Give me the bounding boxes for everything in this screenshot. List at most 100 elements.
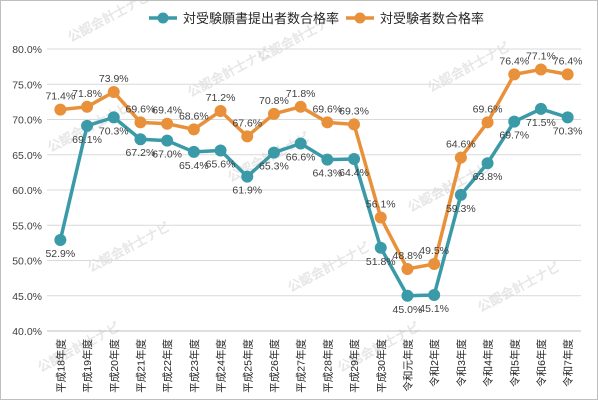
data-point	[481, 116, 494, 129]
data-label: 71.8%	[286, 88, 316, 100]
x-tick-label: 令和5年度	[508, 339, 521, 387]
data-label: 70.3%	[553, 125, 583, 137]
x-tick-label: 令和4年度	[482, 339, 495, 387]
data-label: 71.8%	[72, 88, 102, 100]
x-tick-label: 令和3年度	[455, 339, 468, 387]
data-point	[348, 118, 361, 131]
x-tick-label: 平成30年度	[375, 339, 388, 393]
y-tick-label: 75.0%	[12, 79, 42, 91]
data-labels: 52.9%69.1%70.3%67.2%67.0%65.4%65.6%61.9%…	[45, 50, 582, 315]
data-point	[348, 152, 361, 165]
y-tick-label: 55.0%	[12, 220, 42, 232]
series-layer	[54, 63, 574, 302]
data-point	[428, 258, 441, 271]
x-tick-label: 平成27年度	[295, 339, 308, 393]
data-point	[374, 211, 387, 224]
x-tick-label: 平成29年度	[348, 339, 361, 393]
x-tick-label: 平成18年度	[54, 339, 67, 393]
data-point	[134, 133, 147, 146]
data-label: 69.1%	[72, 134, 102, 146]
data-point	[187, 145, 200, 158]
watermark-text: 公認会計士ナビ	[475, 259, 562, 315]
y-axis: 40.0% 45.0% 50.0% 55.0% 60.0% 65.0% 70.0% 75.0%…	[12, 44, 42, 338]
data-point	[481, 157, 494, 170]
data-label: 45.0%	[393, 304, 423, 316]
data-point	[454, 188, 467, 201]
data-point	[534, 63, 547, 76]
data-label: 49.5%	[419, 245, 449, 257]
watermark-layer: 公認会計士ナビ 公認会計士ナビ公認会計士ナビ公認会計士ナビ公認会計士ナビ公認会計士…	[35, 0, 562, 375]
x-tick-label: 令和元年度	[401, 339, 414, 392]
data-point	[134, 116, 147, 129]
data-point	[54, 103, 67, 116]
data-point	[241, 170, 254, 183]
data-label: 48.8%	[393, 250, 423, 262]
legend-swatch-marker	[354, 12, 366, 24]
data-point	[161, 134, 174, 147]
data-label: 77.1%	[526, 50, 556, 62]
x-axis: 平成18年度 平成19年度 平成20年度 平成21年度 平成22年度 平成23年度 平成24…	[47, 330, 581, 393]
x-tick-label: 平成21年度	[134, 339, 147, 393]
data-point	[241, 130, 254, 143]
data-point	[374, 241, 387, 254]
data-label: 59.3%	[446, 203, 476, 215]
legend-label: 対受験者数合格率	[380, 11, 484, 26]
watermark-text: 公認会計士ナビ	[85, 219, 172, 275]
data-label: 76.4%	[553, 55, 583, 67]
data-label: 65.4%	[179, 160, 209, 172]
data-label: 63.8%	[473, 171, 503, 183]
data-point	[214, 105, 227, 118]
data-point	[187, 123, 200, 136]
y-tick-label: 45.0%	[12, 291, 42, 303]
legend-label: 対受験願書提出者数合格率	[183, 11, 339, 26]
y-tick-label: 65.0%	[12, 150, 42, 162]
data-point	[81, 100, 94, 113]
x-tick-label: 令和7年度	[562, 339, 575, 387]
data-point	[321, 153, 334, 166]
data-label: 67.6%	[232, 117, 262, 129]
x-tick-label: 令和2年度	[428, 339, 441, 387]
y-tick-label: 40.0%	[12, 326, 42, 338]
data-label: 69.4%	[152, 105, 182, 117]
data-point	[267, 146, 280, 159]
y-tick-label: 70.0%	[12, 115, 42, 127]
data-point	[561, 111, 574, 124]
data-point	[267, 107, 280, 120]
data-label: 69.6%	[126, 103, 156, 115]
y-tick-label: 80.0%	[12, 44, 42, 56]
x-tick-label: 平成28年度	[321, 339, 334, 393]
x-tick-label: 平成26年度	[268, 339, 281, 393]
data-label: 69.6%	[473, 103, 503, 115]
data-point	[428, 289, 441, 302]
data-point	[561, 68, 574, 81]
data-label: 65.6%	[206, 159, 236, 171]
data-label: 67.2%	[126, 147, 156, 159]
data-label: 67.0%	[152, 149, 182, 161]
x-tick-label: 平成19年度	[81, 339, 94, 393]
watermark-text: 公認会計士ナビ	[65, 1, 152, 45]
data-point	[508, 68, 521, 81]
data-label: 68.6%	[179, 110, 209, 122]
x-tick-label: 平成23年度	[188, 339, 201, 393]
x-tick-label: 平成24年度	[215, 339, 228, 393]
data-label: 65.3%	[259, 161, 289, 173]
data-label: 70.3%	[99, 125, 129, 137]
x-tick-label: 令和6年度	[535, 339, 548, 387]
data-point	[161, 117, 174, 130]
data-label: 64.4%	[339, 167, 369, 179]
legend: 対受験願書提出者数合格率 対受験者数合格率	[149, 11, 484, 26]
x-tick-label: 平成25年度	[241, 339, 254, 393]
data-point	[81, 119, 94, 132]
data-point	[321, 116, 334, 129]
data-point	[454, 151, 467, 164]
data-label: 71.4%	[45, 91, 75, 103]
data-label: 64.6%	[446, 139, 476, 151]
y-tick-label: 60.0%	[12, 185, 42, 197]
data-label: 71.2%	[206, 92, 236, 104]
x-tick-label: 平成22年度	[161, 339, 174, 393]
data-label: 66.6%	[286, 151, 316, 163]
data-label: 69.6%	[312, 103, 342, 115]
data-label: 45.1%	[419, 303, 449, 315]
y-tick-label: 50.0%	[12, 256, 42, 268]
